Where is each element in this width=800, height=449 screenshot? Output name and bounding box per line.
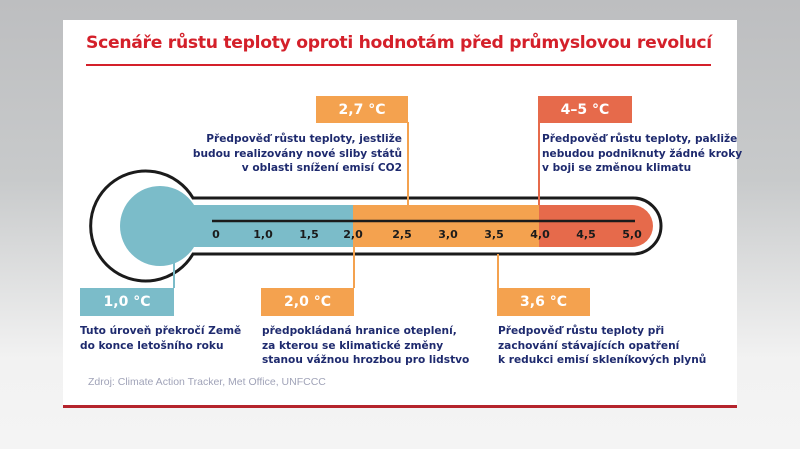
connector-2-7: [407, 122, 409, 205]
note-line: k redukci emisí skleníkových plynů: [498, 354, 707, 366]
note-1-0: Tuto úroveň překročí Země do konce letoš…: [80, 324, 241, 353]
connector-4-5: [538, 122, 540, 205]
note-2-0: předpokládaná hranice oteplení, za ktero…: [262, 324, 469, 368]
title-divider: [86, 64, 711, 66]
note-line: předpokládaná hranice oteplení,: [262, 325, 457, 337]
note-line: nebudou podniknuty žádné kroky: [542, 147, 743, 160]
chart-title: Scenáře růstu teploty oproti hodnotám př…: [86, 33, 712, 53]
note-line: stanou vážnou hrozbou pro lidstvo: [262, 354, 470, 366]
tick-label: 4,5: [576, 228, 596, 241]
tick-label: 2,5: [392, 228, 412, 241]
segment-red: [539, 205, 653, 247]
tick-label: 3,5: [484, 228, 504, 241]
note-line: v boji se změnou klimatu: [542, 162, 692, 174]
note-line: v oblasti snížení emisí CO2: [241, 162, 402, 174]
note-3-6: Předpověď růstu teploty při zachování st…: [498, 324, 706, 368]
note-line: Předpověď růstu teploty při: [498, 325, 665, 337]
tick-label: 1,0: [253, 228, 273, 241]
badge-2-7: 2,7 °C: [316, 96, 408, 123]
note-4-5: Předpověď růstu teploty, pakliže nebudou…: [542, 132, 742, 176]
connector-2-0: [353, 247, 355, 288]
badge-1-0: 1,0 °C: [80, 288, 174, 316]
note-2-7: Předpověď růstu teploty, jestliže budou …: [193, 132, 402, 176]
infographic-card: Scenáře růstu teploty oproti hodnotám př…: [63, 20, 742, 408]
tick-label: 0: [212, 228, 220, 241]
tick-label: 4,0: [530, 228, 550, 241]
note-line: za kterou se klimatické změny: [262, 339, 444, 352]
note-line: Tuto úroveň překročí Země: [80, 325, 242, 337]
badge-4-5: 4–5 °C: [538, 96, 632, 123]
segment-orange: [353, 205, 540, 247]
tick-label: 1,5: [299, 228, 319, 241]
note-line: do konce letošního roku: [80, 339, 224, 352]
thermometer-graphic: [89, 169, 663, 283]
note-line: zachování stávajících opatření: [498, 339, 680, 352]
note-line: Předpověď růstu teploty, pakliže: [542, 133, 738, 145]
source-note: Zdroj: Climate Action Tracker, Met Offic…: [88, 376, 326, 388]
tick-label: 3,0: [438, 228, 458, 241]
note-line: budou realizovány nové sliby států: [192, 147, 402, 160]
badge-3-6: 3,6 °C: [497, 288, 590, 316]
connector-3-6: [497, 254, 499, 288]
tick-label: 2,0: [343, 228, 363, 241]
badge-2-0: 2,0 °C: [261, 288, 354, 316]
tick-label: 5,0: [622, 228, 642, 241]
segment-blue: [168, 205, 354, 247]
connector-1-0: [173, 256, 175, 288]
note-line: Předpověď růstu teploty, jestliže: [206, 133, 402, 145]
